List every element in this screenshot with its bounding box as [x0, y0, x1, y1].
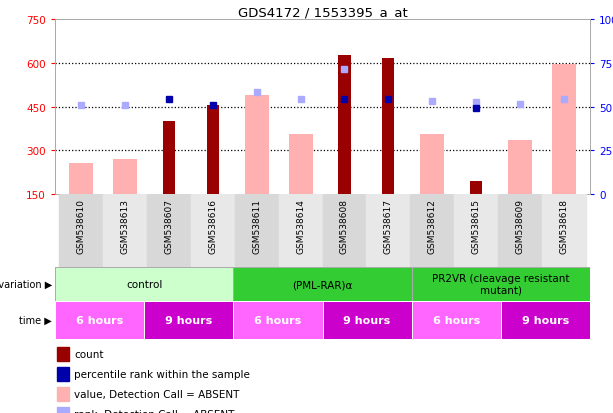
Text: GSM538612: GSM538612 — [428, 198, 436, 253]
Bar — [367, 195, 410, 267]
Bar — [420, 135, 444, 195]
Bar — [279, 195, 322, 267]
Text: GSM538608: GSM538608 — [340, 198, 349, 253]
Text: 9 hours: 9 hours — [522, 315, 569, 325]
Text: rank, Detection Call = ABSENT: rank, Detection Call = ABSENT — [74, 409, 235, 413]
Bar — [552, 65, 576, 195]
Bar — [542, 195, 585, 267]
Text: percentile rank within the sample: percentile rank within the sample — [74, 369, 250, 379]
Text: GSM538611: GSM538611 — [252, 198, 261, 253]
Text: (PML-RAR)α: (PML-RAR)α — [292, 279, 352, 289]
Bar — [454, 195, 498, 267]
Bar — [410, 195, 454, 267]
Bar — [382, 59, 394, 195]
Bar — [234, 267, 412, 301]
Text: count: count — [74, 349, 104, 359]
Bar — [412, 267, 590, 301]
Bar — [207, 106, 219, 195]
Text: 6 hours: 6 hours — [76, 315, 123, 325]
Bar — [245, 95, 268, 195]
Text: GSM538617: GSM538617 — [384, 198, 393, 253]
Text: GSM538610: GSM538610 — [77, 198, 86, 253]
Text: 6 hours: 6 hours — [254, 315, 302, 325]
Text: GSM538613: GSM538613 — [121, 198, 130, 253]
Text: GSM538618: GSM538618 — [559, 198, 568, 253]
Text: 9 hours: 9 hours — [165, 315, 212, 325]
Bar — [163, 122, 175, 195]
Bar — [103, 195, 147, 267]
Bar — [412, 301, 501, 339]
Bar — [498, 195, 542, 267]
Bar — [57, 367, 69, 381]
Text: 6 hours: 6 hours — [433, 315, 480, 325]
Bar — [289, 135, 313, 195]
Title: GDS4172 / 1553395_a_at: GDS4172 / 1553395_a_at — [238, 6, 408, 19]
Text: 9 hours: 9 hours — [343, 315, 390, 325]
Bar — [113, 159, 137, 195]
Bar — [191, 195, 235, 267]
Text: time ▶: time ▶ — [19, 315, 52, 325]
Bar — [322, 301, 412, 339]
Bar — [69, 164, 93, 195]
Bar — [55, 301, 144, 339]
Bar — [147, 195, 191, 267]
Bar — [234, 301, 322, 339]
Bar — [57, 347, 69, 361]
Text: GSM538615: GSM538615 — [471, 198, 481, 253]
Bar — [508, 141, 532, 195]
Bar — [322, 195, 367, 267]
Bar — [57, 387, 69, 401]
Text: genotype/variation ▶: genotype/variation ▶ — [0, 279, 52, 289]
Text: value, Detection Call = ABSENT: value, Detection Call = ABSENT — [74, 389, 240, 399]
Bar — [501, 301, 590, 339]
Bar — [144, 301, 234, 339]
Bar — [55, 267, 234, 301]
Bar — [59, 195, 103, 267]
Text: GSM538616: GSM538616 — [208, 198, 218, 253]
Bar — [470, 181, 482, 195]
Text: PR2VR (cleavage resistant
mutant): PR2VR (cleavage resistant mutant) — [432, 273, 569, 295]
Text: GSM538609: GSM538609 — [516, 198, 524, 253]
Bar — [57, 407, 69, 413]
Text: GSM538614: GSM538614 — [296, 198, 305, 253]
Text: GSM538607: GSM538607 — [164, 198, 173, 253]
Bar — [338, 56, 351, 195]
Text: control: control — [126, 279, 162, 289]
Bar — [235, 195, 279, 267]
